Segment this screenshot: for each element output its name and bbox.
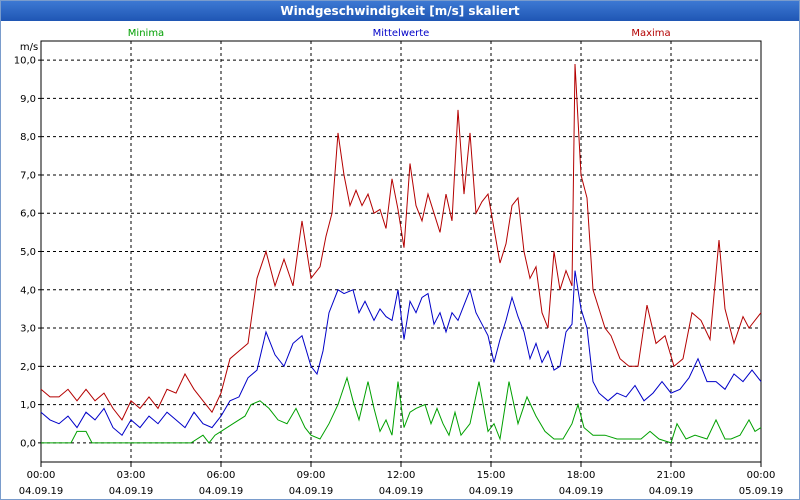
y-tick-label: 5,0 bbox=[20, 247, 36, 258]
series-line-mittelwerte bbox=[40, 270, 762, 436]
x-tick-time: 12:00 bbox=[387, 470, 416, 481]
legend-mittelwerte: Mittelwerte bbox=[373, 28, 430, 39]
y-tick-label: 7,0 bbox=[20, 170, 36, 181]
x-tick-time: 03:00 bbox=[117, 470, 146, 481]
x-tick-time: 15:00 bbox=[477, 470, 506, 481]
x-tick-time: 06:00 bbox=[207, 470, 236, 481]
legend: Minima Mittelwerte Maxima bbox=[128, 28, 671, 39]
y-tick-label: 6,0 bbox=[20, 209, 36, 220]
grid bbox=[41, 41, 761, 462]
x-tick-time: 18:00 bbox=[567, 470, 596, 481]
x-tick-date: 04.09.19 bbox=[469, 486, 514, 497]
y-tick-label: 1,0 bbox=[20, 400, 36, 411]
y-tick-label: 2,0 bbox=[20, 362, 36, 373]
y-tick-label: 10,0 bbox=[14, 56, 36, 67]
x-tick-date: 04.09.19 bbox=[559, 486, 604, 497]
x-tick-time: 09:00 bbox=[297, 470, 326, 481]
x-tick-time: 00:00 bbox=[27, 470, 56, 481]
x-tick-date: 04.09.19 bbox=[199, 486, 244, 497]
legend-minima: Minima bbox=[128, 28, 164, 39]
y-tick-label: 3,0 bbox=[20, 324, 36, 335]
legend-maxima: Maxima bbox=[631, 28, 670, 39]
x-tick-date: 04.09.19 bbox=[289, 486, 334, 497]
series-line-maxima bbox=[40, 63, 762, 421]
window-title: Windgeschwindigkeit [m/s] skaliert bbox=[1, 1, 799, 21]
x-tick-date: 04.09.19 bbox=[19, 486, 64, 497]
y-tick-label: 4,0 bbox=[20, 285, 36, 296]
x-tick-date: 04.09.19 bbox=[649, 486, 694, 497]
x-tick-time: 00:00 bbox=[747, 470, 776, 481]
y-axis-label: m/s bbox=[20, 42, 38, 53]
y-tick-label: 0,0 bbox=[20, 438, 36, 449]
series-lines bbox=[40, 63, 762, 444]
x-tick-time: 21:00 bbox=[657, 470, 686, 481]
x-tick-date: 04.09.19 bbox=[379, 486, 424, 497]
x-tick-date: 05.09.19 bbox=[739, 486, 784, 497]
axes: 0,0 1,0 2,0 3,0 4,0 5,0 6,0 7,0 8,0 9,0 10,0 m/s 00:… bbox=[14, 42, 784, 497]
y-tick-label: 8,0 bbox=[20, 132, 36, 143]
wind-speed-chart: 0,0 1,0 2,0 3,0 4,0 5,0 6,0 7,0 8,0 9,0 10,0 m/s 00:… bbox=[14, 28, 784, 497]
x-tick-date: 04.09.19 bbox=[109, 486, 154, 497]
y-tick-label: 9,0 bbox=[20, 94, 36, 105]
series-line-minima bbox=[41, 376, 762, 444]
